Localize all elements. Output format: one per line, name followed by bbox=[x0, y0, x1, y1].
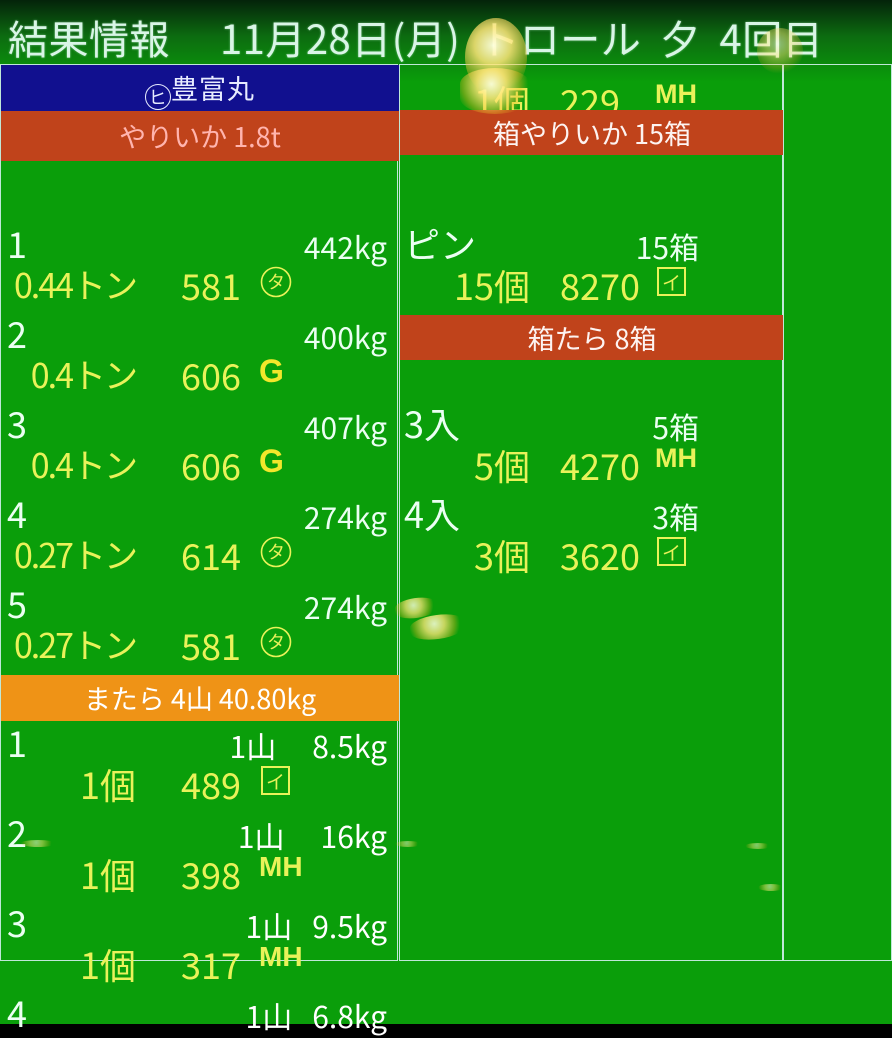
svg-text:タ: タ bbox=[267, 539, 285, 565]
svg-text:タ: タ bbox=[267, 269, 285, 295]
svg-text:イ: イ bbox=[266, 768, 285, 795]
svg-text:イ: イ bbox=[662, 269, 681, 296]
svg-text:イ: イ bbox=[662, 539, 681, 566]
svg-text:タ: タ bbox=[267, 629, 285, 655]
